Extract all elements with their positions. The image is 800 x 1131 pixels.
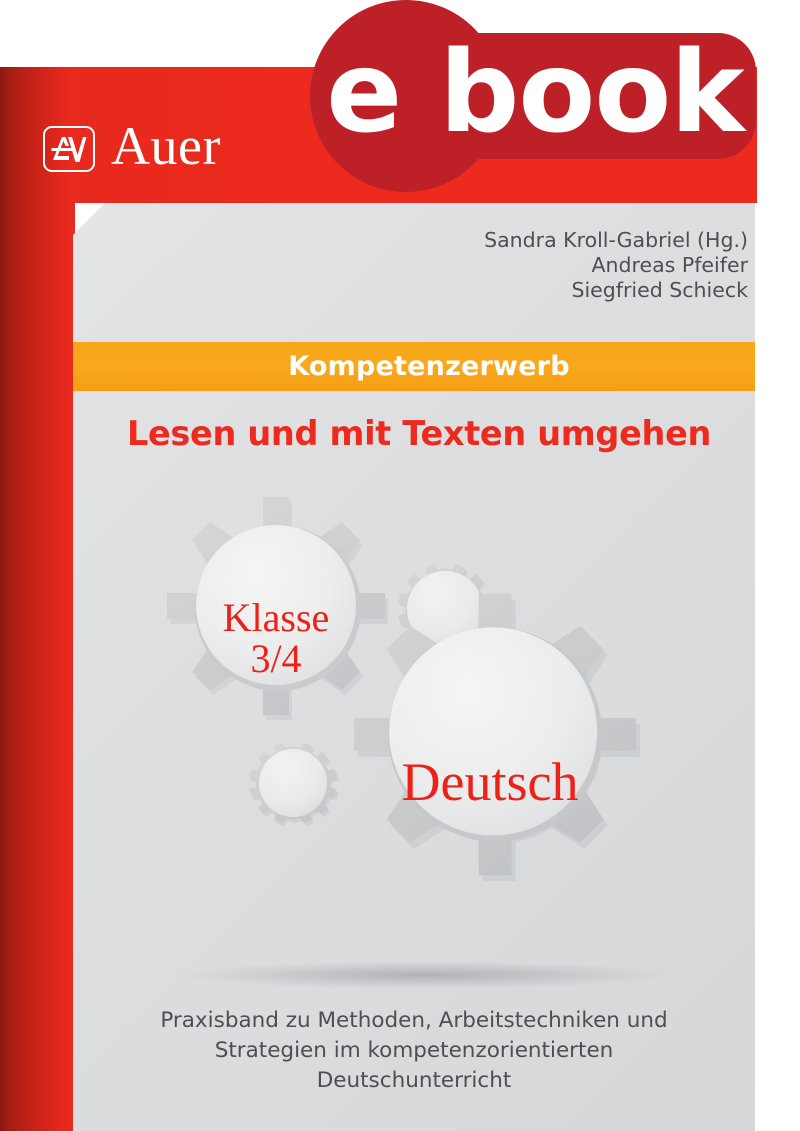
grade-label-line1: Klasse (222, 595, 330, 640)
ebook-badge-label: e book (326, 28, 745, 158)
subtitle: Praxisband zu Methoden, Arbeitstechniken… (83, 1006, 745, 1096)
book-title: Lesen und mit Texten umgehen (126, 414, 712, 453)
author-list: Sandra Kroll-Gabriel (Hg.) Andreas Pfeif… (484, 228, 748, 303)
subtitle-line: Strategien im kompetenzorientierten (214, 1038, 614, 1063)
author-line: Siegfried Schieck (571, 278, 748, 302)
publisher-name: Auer (111, 116, 221, 176)
author-line: Sandra Kroll-Gabriel (Hg.) (484, 228, 748, 252)
subtitle-line: Praxisband zu Methoden, Arbeitstechniken… (160, 1008, 668, 1033)
series-label: Kompetenzerwerb (288, 351, 570, 382)
subtitle-line: Deutschunterricht (316, 1068, 512, 1093)
publisher-logo: Auer (43, 118, 221, 180)
subject-label: Deutsch (401, 752, 579, 812)
auer-monogram-icon (43, 126, 95, 172)
grade-label-line2: 3/4 (250, 635, 302, 681)
spine-red-strip (0, 67, 75, 1131)
author-line: Andreas Pfeifer (591, 253, 748, 277)
series-band: Kompetenzerwerb (73, 342, 755, 391)
grade-label: Klasse 3/4 (196, 595, 356, 681)
